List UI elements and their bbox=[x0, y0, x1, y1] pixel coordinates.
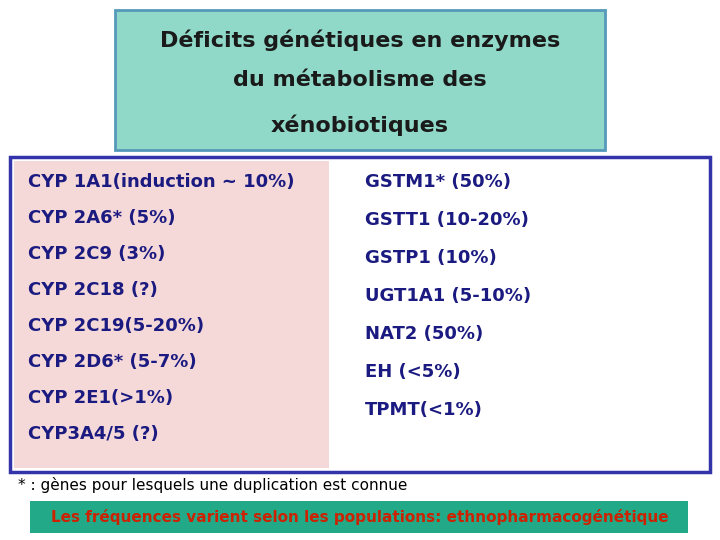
FancyBboxPatch shape bbox=[10, 157, 710, 472]
Text: CYP 2C9 (3%): CYP 2C9 (3%) bbox=[28, 245, 166, 263]
FancyBboxPatch shape bbox=[14, 161, 329, 468]
Text: GSTM1* (50%): GSTM1* (50%) bbox=[365, 173, 511, 191]
Text: CYP 2C19(5-20%): CYP 2C19(5-20%) bbox=[28, 317, 204, 335]
Text: CYP 2D6* (5-7%): CYP 2D6* (5-7%) bbox=[28, 353, 197, 371]
Text: GSTT1 (10-20%): GSTT1 (10-20%) bbox=[365, 211, 529, 229]
Text: EH (<5%): EH (<5%) bbox=[365, 363, 461, 381]
Text: * : gènes pour lesquels une duplication est connue: * : gènes pour lesquels une duplication … bbox=[18, 477, 408, 493]
Text: NAT2 (50%): NAT2 (50%) bbox=[365, 325, 483, 343]
Text: du métabolisme des: du métabolisme des bbox=[233, 70, 487, 90]
Text: Les fréquences varient selon les populations: ethnopharmacogénétique: Les fréquences varient selon les populat… bbox=[51, 509, 669, 525]
Text: Déficits génétiques en enzymes: Déficits génétiques en enzymes bbox=[160, 29, 560, 51]
Text: UGT1A1 (5-10%): UGT1A1 (5-10%) bbox=[365, 287, 531, 305]
Text: CYP 2A6* (5%): CYP 2A6* (5%) bbox=[28, 209, 176, 227]
Text: CYP 2E1(>1%): CYP 2E1(>1%) bbox=[28, 389, 173, 407]
Text: CYP3A4/5 (?): CYP3A4/5 (?) bbox=[28, 425, 158, 443]
FancyBboxPatch shape bbox=[115, 10, 605, 150]
Text: TPMT(<1%): TPMT(<1%) bbox=[365, 401, 483, 419]
Text: CYP 1A1(induction ~ 10%): CYP 1A1(induction ~ 10%) bbox=[28, 173, 294, 191]
FancyBboxPatch shape bbox=[30, 501, 688, 533]
Text: CYP 2C18 (?): CYP 2C18 (?) bbox=[28, 281, 158, 299]
Text: xénobiotiques: xénobiotiques bbox=[271, 114, 449, 136]
Text: GSTP1 (10%): GSTP1 (10%) bbox=[365, 249, 497, 267]
